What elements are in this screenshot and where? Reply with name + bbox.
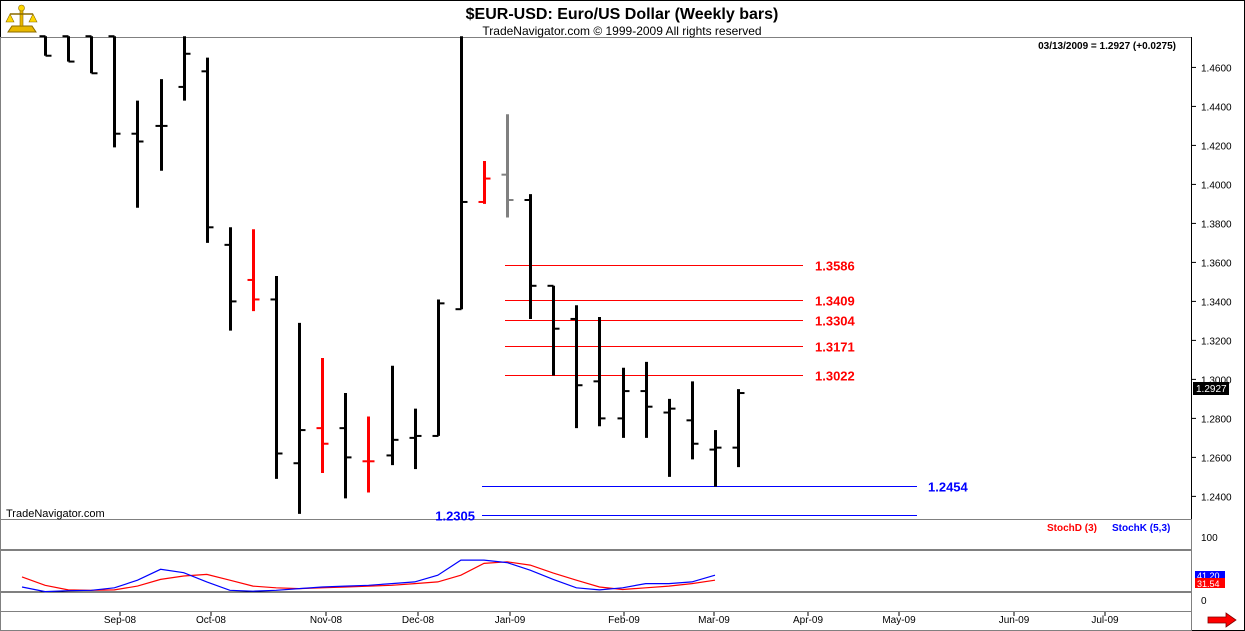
price-tick-label: 1.4200: [1201, 141, 1232, 152]
ohlc-bar: [455, 36, 468, 311]
ohlc-bar: [593, 316, 606, 427]
ohlc-bar: [108, 35, 121, 148]
ohlc-bar: [39, 35, 52, 57]
level-label: 1.3171: [815, 340, 855, 355]
tradenavigator-logo-icon: [5, 4, 38, 33]
ohlc-bar: [131, 100, 144, 208]
price-tick-label: 1.3600: [1201, 258, 1232, 269]
stochastic-lines: 100 0: [1, 533, 1218, 607]
chart-title: $EUR-USD: Euro/US Dollar (Weekly bars): [466, 6, 779, 23]
price-tick-label: 1.3400: [1201, 297, 1232, 308]
stoch-tick-label: 0: [1201, 596, 1207, 607]
price-tick-label: 1.4400: [1201, 102, 1232, 113]
stoch-d-line: [21, 561, 716, 591]
stoch-k-value: 41.20: [1197, 571, 1220, 581]
price-tick-label: 1.4600: [1201, 63, 1232, 74]
date-tick-label: Oct-08: [196, 615, 226, 626]
date-tick-label: Jul-09: [1091, 615, 1119, 626]
price-tick-label: 1.2600: [1201, 453, 1232, 464]
level-label: 1.3022: [815, 369, 855, 384]
ohlc-bar: [432, 299, 445, 437]
date-tick-label: Sep-08: [104, 615, 137, 626]
stoch-d-value-marker: [1195, 578, 1225, 588]
ohlc-bar: [617, 367, 630, 438]
ohlc-bar: [570, 305, 583, 429]
date-tick-label: Apr-09: [793, 615, 823, 626]
date-tick-label: Jun-09: [999, 615, 1030, 626]
ohlc-bar: [201, 57, 214, 243]
price-tick-label: 1.3000: [1201, 375, 1232, 386]
date-tick-label: Nov-08: [310, 615, 343, 626]
price-bars: [39, 35, 745, 514]
price-tick-label: 1.2800: [1201, 414, 1232, 425]
ohlc-bar: [386, 365, 399, 466]
date-tick-label: Jan-09: [495, 615, 526, 626]
ohlc-bar: [709, 430, 722, 487]
ohlc-bar: [293, 322, 306, 514]
ohlc-bar: [247, 229, 260, 312]
watermark-text: TradeNavigator.com: [6, 508, 105, 520]
level-label: 1.2305: [435, 509, 475, 524]
date-tick-label: Feb-09: [608, 615, 640, 626]
ohlc-bar: [478, 161, 491, 204]
ohlc-bar: [547, 284, 560, 376]
last-price-label: 1.2927: [1196, 384, 1227, 395]
ohlc-bar: [316, 357, 329, 473]
date-axis-labels: Sep-08 Oct-08 Nov-08 Dec-08 Jan-09 Feb-09 Mar-…: [104, 612, 1119, 626]
price-pane: [0, 37, 1192, 520]
price-tick-label: 1.3800: [1201, 219, 1232, 230]
price-axis: 1.2400 1.2600 1.2800 1.3000 1.3200 1.3400 1.36…: [1191, 37, 1232, 519]
date-tick-label: Mar-09: [698, 615, 730, 626]
level-label: 1.3409: [815, 294, 855, 309]
last-price-marker: [1193, 382, 1229, 395]
chart-subtitle: TradeNavigator.com © 1999-2009 All right…: [482, 24, 761, 38]
price-tick-label: 1.2400: [1201, 492, 1232, 503]
stoch-tick-label: 100: [1201, 533, 1218, 544]
ohlc-bar: [501, 114, 514, 218]
ohlc-bar: [409, 408, 422, 470]
stoch-k-legend: StochK (5,3): [1112, 523, 1170, 534]
ohlc-bar: [339, 393, 352, 499]
price-tick-label: 1.3200: [1201, 336, 1232, 347]
ohlc-bar: [155, 79, 168, 171]
level-label: 1.3586: [815, 259, 855, 274]
ohlc-bar: [663, 398, 676, 477]
stoch-k-line: [21, 559, 716, 593]
ohlc-bar: [524, 194, 537, 319]
date-tick-label: Dec-08: [402, 615, 435, 626]
ohlc-bar: [85, 35, 98, 75]
stoch-d-value: 31.54: [1197, 579, 1220, 589]
date-tick-label: May-09: [882, 615, 916, 626]
ohlc-bar: [62, 35, 75, 63]
scroll-right-button[interactable]: [1205, 612, 1237, 628]
ohlc-bar: [178, 36, 191, 101]
stochastic-pane: [0, 519, 1192, 612]
ohlc-bar: [362, 416, 375, 493]
level-label: 1.2454: [928, 480, 969, 495]
ohlc-bar: [686, 381, 699, 460]
price-tick-label: 1.4000: [1201, 180, 1232, 191]
stoch-d-legend: StochD (3): [1047, 523, 1097, 534]
ohlc-bar: [224, 227, 237, 331]
ohlc-bar: [732, 389, 745, 468]
ohlc-bar: [270, 276, 283, 479]
last-quote-text: 03/13/2009 = 1.2927 (+0.0275): [1038, 41, 1176, 52]
level-label: 1.3304: [815, 314, 856, 329]
ohlc-bar: [640, 361, 653, 438]
stoch-k-value-marker: [1195, 571, 1225, 580]
